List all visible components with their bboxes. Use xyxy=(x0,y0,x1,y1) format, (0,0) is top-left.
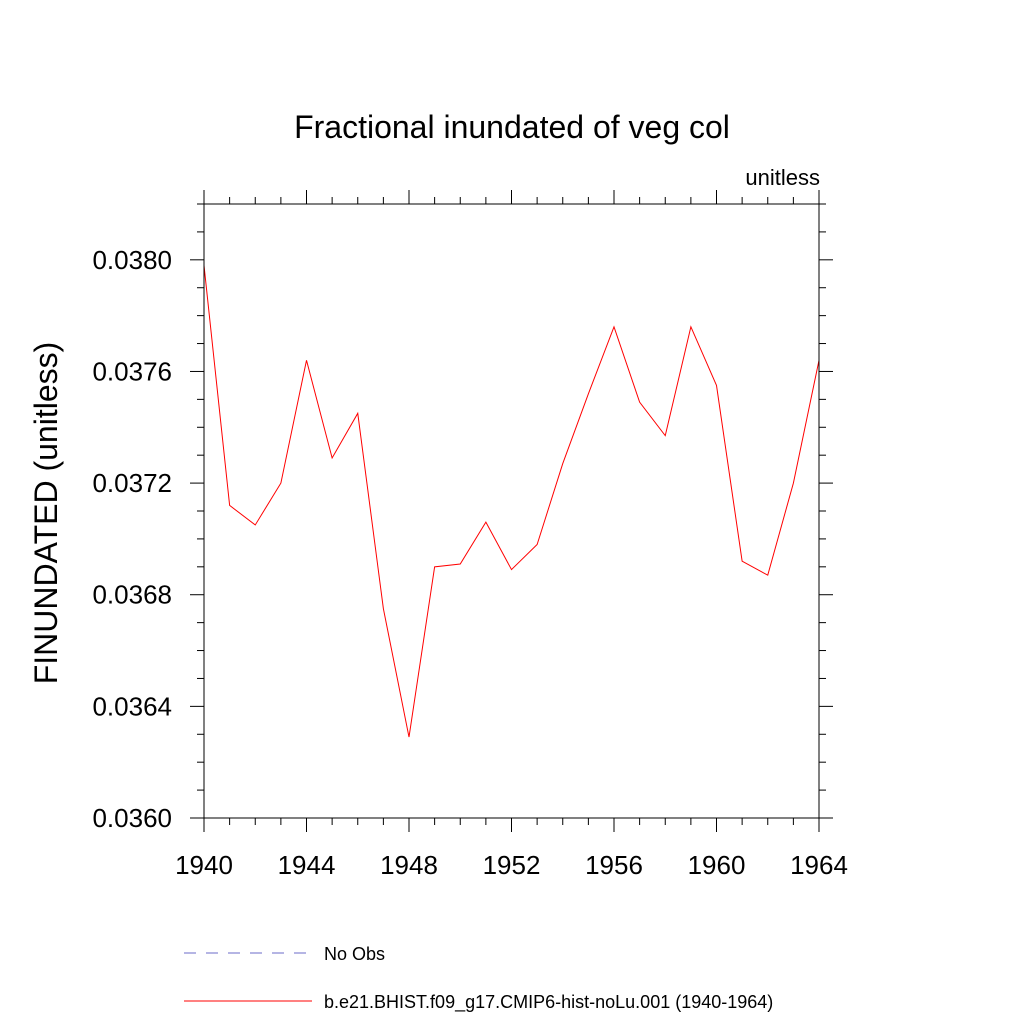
x-tick-label: 1964 xyxy=(790,850,848,880)
y-tick-label: 0.0360 xyxy=(92,803,172,833)
plot-frame xyxy=(203,203,820,819)
y-tick-labels: 0.0360 0.0364 0.0368 0.0372 0.0376 0.0380 xyxy=(92,245,172,833)
x-tick-label: 1956 xyxy=(585,850,643,880)
x-tick-label: 1940 xyxy=(175,850,233,880)
y-tick-label: 0.0364 xyxy=(92,691,172,721)
x-tick-labels: 1940 1944 1948 1952 1956 1960 1964 xyxy=(175,850,848,880)
y-tick-label: 0.0372 xyxy=(92,468,172,498)
y-axis-label: FINUNDATED (unitless) xyxy=(28,342,64,685)
y-tick-label: 0.0368 xyxy=(92,580,172,610)
x-tick-label: 1960 xyxy=(688,850,746,880)
series-lines xyxy=(203,265,820,738)
series-line-1 xyxy=(203,265,820,738)
chart-title: Fractional inundated of veg col xyxy=(294,109,730,145)
legend-label-model: b.e21.BHIST.f09_g17.CMIP6-hist-noLu.001 … xyxy=(324,992,773,1013)
y-tick-label: 0.0376 xyxy=(92,356,172,386)
axis-ticks xyxy=(190,190,833,832)
units-label: unitless xyxy=(745,165,820,190)
y-tick-label: 0.0380 xyxy=(92,245,172,275)
legend: No Obs b.e21.BHIST.f09_g17.CMIP6-hist-no… xyxy=(184,944,773,1013)
legend-label-no-obs: No Obs xyxy=(324,944,385,964)
x-tick-label: 1944 xyxy=(278,850,336,880)
x-tick-label: 1948 xyxy=(380,850,438,880)
x-tick-label: 1952 xyxy=(483,850,541,880)
